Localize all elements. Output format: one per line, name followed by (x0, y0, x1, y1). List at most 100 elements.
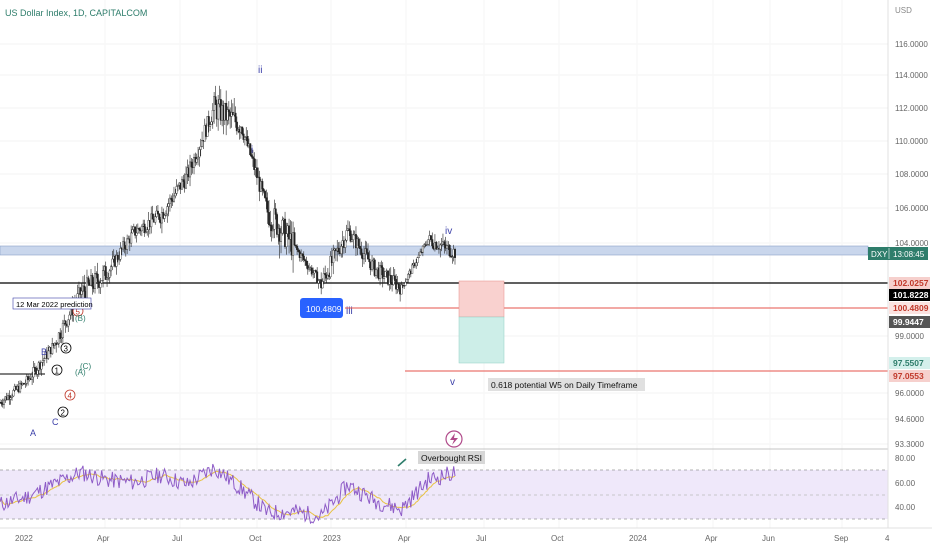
lightning-icon[interactable] (445, 430, 463, 448)
candle (392, 267, 395, 286)
candle (185, 166, 188, 189)
candle (415, 259, 418, 269)
candle (381, 262, 384, 288)
chart-title: US Dollar Index, 1D, CAPITALCOM (5, 8, 147, 18)
candle (360, 241, 363, 259)
time-tick-label: Apr (705, 534, 718, 543)
rsi-axis-ticks: 80.00 60.00 40.00 (895, 454, 916, 512)
candle (349, 225, 352, 243)
candle (326, 267, 329, 280)
candle (344, 238, 347, 254)
candle (3, 398, 6, 409)
symbol-badge[interactable]: DXY 13:08:45 (868, 247, 928, 260)
candle (454, 247, 457, 265)
candle (274, 202, 277, 220)
candle (440, 238, 443, 252)
candle (170, 195, 173, 209)
candle (384, 270, 387, 277)
candle (11, 393, 14, 401)
candle (383, 268, 386, 284)
candle (226, 106, 229, 126)
candle (168, 194, 171, 212)
candle (380, 260, 383, 276)
price-tick-label: 96.0000 (895, 389, 924, 398)
candle (118, 251, 121, 265)
prediction-note[interactable]: 12 Mar 2022 prediction (12, 297, 93, 310)
price-tick-label: 104.0000 (895, 239, 929, 248)
candle (250, 148, 253, 159)
candle (329, 251, 332, 279)
candle (269, 210, 272, 237)
candle (373, 257, 376, 277)
candle (123, 237, 126, 254)
candle (400, 281, 403, 295)
rsi-line (0, 463, 456, 525)
candle (393, 268, 396, 282)
candle (281, 216, 284, 236)
candle (242, 128, 245, 143)
fib-note[interactable]: 0.618 potential W5 on Daily Timeframe (488, 378, 645, 391)
candle (107, 272, 110, 281)
candle (316, 267, 319, 284)
rsi-band (0, 470, 888, 519)
candle (59, 328, 62, 343)
candle (416, 256, 419, 266)
stop-loss-zone (458, 280, 505, 318)
price-tag-label[interactable]: 100.4809 (300, 298, 343, 318)
candle (266, 192, 269, 224)
candle (235, 116, 238, 135)
candle (389, 267, 392, 290)
candle (96, 262, 99, 289)
candle (189, 154, 192, 187)
candle (405, 278, 408, 283)
rsi-tick-label: 80.00 (895, 454, 916, 463)
candle (312, 267, 315, 279)
candle (448, 244, 451, 258)
svg-text:5: 5 (76, 308, 81, 317)
time-tick-label: Jul (476, 534, 486, 543)
candle (249, 143, 252, 157)
candle (138, 226, 141, 234)
candle (401, 284, 404, 288)
svg-text:13:08:45: 13:08:45 (893, 250, 925, 259)
candle (270, 221, 273, 242)
overbought-rsi-note[interactable]: Overbought RSI (418, 451, 485, 464)
candle (352, 230, 355, 249)
time-tick-label: Oct (551, 534, 564, 543)
candle (195, 153, 198, 165)
candle (292, 221, 295, 273)
svg-text:97.5507: 97.5507 (893, 358, 924, 368)
candle (143, 219, 146, 237)
candle (198, 147, 201, 167)
candle (33, 362, 36, 372)
grid-lines (0, 43, 888, 445)
candle (439, 243, 442, 258)
candle (151, 205, 154, 220)
candle (68, 311, 71, 326)
candle (182, 174, 185, 188)
candle (94, 265, 97, 294)
time-tick-label: Sep (834, 534, 849, 543)
wave-label-iii: iii (346, 306, 353, 317)
time-tick-label: 2023 (323, 534, 341, 543)
candle (302, 251, 305, 263)
candle (363, 246, 366, 265)
candle (404, 278, 407, 287)
candle (131, 225, 134, 234)
candle (305, 256, 308, 269)
candle (285, 222, 288, 255)
svg-text:100.4809: 100.4809 (306, 304, 342, 314)
candle (41, 354, 44, 367)
candle (193, 153, 196, 175)
candle (197, 147, 200, 166)
candle (367, 243, 370, 260)
candle (246, 130, 249, 148)
take-profit-zone (458, 316, 505, 364)
candle (106, 271, 109, 287)
candle (207, 110, 210, 133)
price-label: 97.0553 (889, 370, 930, 382)
svg-text:97.0553: 97.0553 (893, 371, 924, 381)
candle (167, 198, 170, 217)
candle (324, 265, 327, 282)
